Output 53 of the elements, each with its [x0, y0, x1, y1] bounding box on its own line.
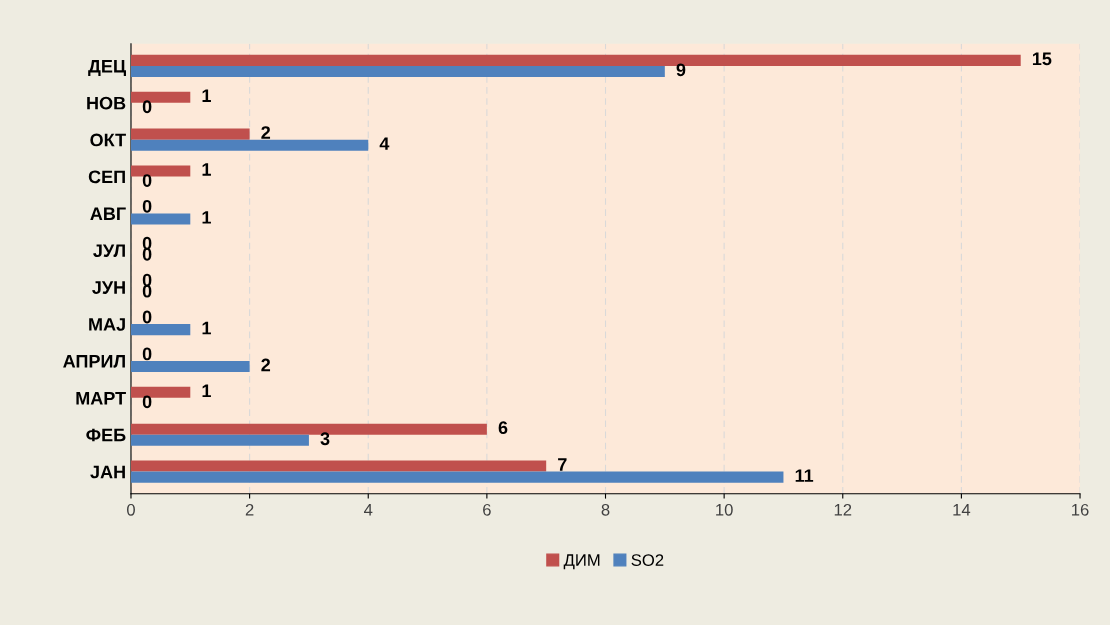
data-label: 15: [1032, 52, 1052, 66]
data-label: 2: [261, 358, 271, 372]
data-label: 1: [202, 163, 211, 176]
data-label: 0: [142, 347, 152, 361]
y-tick-label: СЕП: [88, 170, 125, 184]
bar: [130, 471, 784, 483]
data-label: 0: [142, 395, 152, 409]
y-tick-label: ДЕЦ: [88, 60, 126, 77]
y-tick-label: АВГ: [90, 207, 126, 220]
legend-label: ДИМ: [563, 554, 600, 570]
data-label: 7: [558, 458, 567, 471]
y-tick-label: ЈУЛ: [93, 244, 125, 258]
bar: [130, 65, 665, 77]
y-tick-label: АПРИЛ: [63, 355, 125, 368]
data-label: 9: [676, 63, 686, 77]
y-tick-label: ФЕБ: [86, 428, 126, 442]
data-label: 3: [320, 432, 330, 446]
data-label: 0: [142, 236, 152, 250]
data-label: 0: [142, 310, 152, 324]
data-label: 2: [261, 126, 271, 139]
bar: [130, 460, 547, 472]
data-label: 1: [202, 211, 211, 224]
y-tick-label: НОВ: [87, 96, 126, 110]
x-tick-label: 0: [127, 503, 135, 516]
x-tick-label: 10: [716, 503, 733, 516]
y-tick-label: ЈУН: [92, 281, 125, 294]
bar: [130, 360, 250, 373]
data-label: 0: [142, 199, 152, 213]
data-label: 1: [202, 384, 211, 397]
x-tick-label: 12: [834, 503, 852, 516]
data-label: 1: [202, 321, 211, 335]
bar: [130, 434, 309, 446]
data-label: 0: [142, 174, 152, 187]
data-label: 4: [379, 137, 390, 150]
y-tick-label: ОКТ: [90, 133, 126, 147]
data-label: 11: [795, 469, 814, 482]
bar: [130, 139, 369, 151]
bar: [130, 128, 250, 140]
y-tick-label: ЈАН: [90, 465, 125, 479]
x-tick-label: 14: [953, 504, 971, 516]
data-label: 1: [202, 89, 211, 102]
data-label: 0: [142, 100, 152, 114]
x-tick-label: 8: [601, 503, 610, 516]
x-tick-label: 16: [1072, 503, 1089, 516]
x-tick-label: 4: [363, 504, 373, 516]
bar: [130, 213, 191, 225]
y-tick-label: МАЈ: [89, 318, 125, 331]
data-label: 6: [498, 421, 508, 435]
bar: [130, 324, 191, 336]
y-tick-label: МАРТ: [76, 391, 126, 405]
x-tick-label: 6: [483, 503, 491, 516]
legend-label: SO2: [631, 554, 664, 566]
x-tick-label: 2: [245, 503, 254, 516]
